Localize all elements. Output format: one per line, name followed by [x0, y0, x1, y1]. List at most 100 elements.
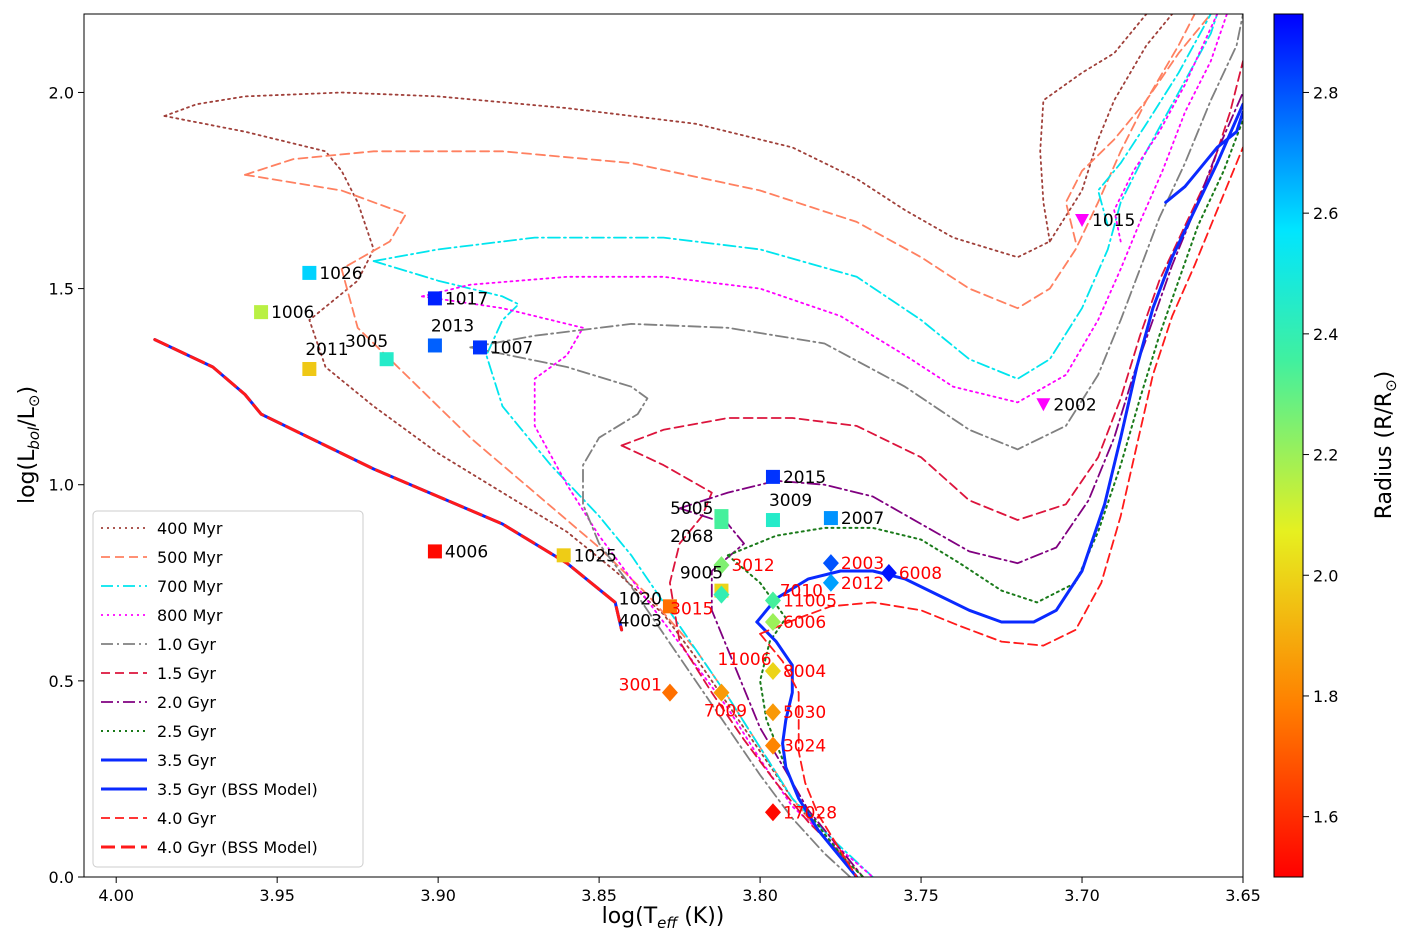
colorbar-tick-label: 1.8	[1313, 687, 1338, 706]
x-tick-label: 3.90	[420, 886, 456, 905]
star-label-2068: 2068	[670, 527, 713, 547]
curve-700-myr-6	[372, 14, 1219, 380]
star-label-3001: 3001	[619, 676, 662, 696]
curve-1-5-gyr-14	[620, 60, 1243, 521]
star-label-2015: 2015	[783, 468, 826, 488]
star-marker-8004	[764, 662, 781, 681]
star-marker-5030	[764, 703, 781, 722]
star-label-11005: 11005	[783, 591, 837, 611]
star-label-3012: 3012	[731, 556, 774, 576]
colorbar-tick-label: 2.0	[1313, 566, 1338, 585]
curve-branch-22	[1164, 110, 1243, 204]
star-marker-1007	[472, 340, 487, 355]
y-axis-label: log(Lbol/L⊙)	[15, 386, 43, 504]
curve-1-0-gyr-12	[469, 14, 1243, 451]
curve-4-0-gyr-bss-model-26	[153, 338, 624, 632]
curve-2-5-gyr-18	[726, 118, 1243, 604]
star-marker-1015	[1075, 213, 1090, 227]
star-marker-6008	[880, 563, 897, 582]
y-axis-ticks: 0.0 0.5 1.0 1.5 2.0	[49, 83, 84, 887]
star-marker-6006	[764, 613, 781, 632]
isochrone-curves	[153, 14, 1243, 877]
x-tick-label: 3.85	[581, 886, 617, 905]
colorbar-tick-label: 2.4	[1313, 325, 1338, 344]
curve-400-myr-1	[163, 115, 858, 877]
star-label-1025: 1025	[574, 546, 617, 566]
colorbar-tick-label: 2.8	[1313, 83, 1338, 102]
curve-1-0-gyr-13	[469, 346, 852, 877]
x-tick-label: 3.65	[1225, 886, 1261, 905]
legend-entry-label: 1.0 Gyr	[157, 635, 216, 654]
star-marker-11005	[764, 591, 781, 610]
star-marker-3005	[379, 352, 394, 367]
y-tick-label: 0.0	[49, 868, 74, 887]
colorbar-label: Radius (R/R⊙)	[1372, 371, 1400, 520]
curve-400-myr-0	[163, 14, 1174, 259]
legend-entry-label: 3.5 Gyr	[157, 751, 216, 770]
curve-2-0-gyr-17	[678, 507, 864, 877]
star-marker-2003	[822, 554, 839, 573]
star-marker-3015	[713, 585, 730, 604]
star-label-2002: 2002	[1053, 395, 1096, 415]
curve-4-0-gyr-25	[759, 632, 858, 877]
star-marker-2002	[1036, 398, 1051, 412]
star-marker-1017	[427, 291, 442, 306]
x-tick-label: 4.00	[98, 886, 134, 905]
curve-500-myr-3	[244, 14, 1196, 310]
y-tick-label: 2.0	[49, 83, 74, 102]
legend-entry-label: 800 Myr	[157, 606, 223, 625]
star-markers	[254, 213, 1090, 822]
star-label-3005: 3005	[345, 332, 388, 352]
colorbar-tick-label: 1.6	[1313, 808, 1338, 827]
star-marker-4006	[427, 544, 442, 559]
legend-entry-label: 4.0 Gyr	[157, 809, 216, 828]
legend: 400 Myr 500 Myr 700 Myr 800 Myr 1.0 Gyr 1.5 G…	[92, 510, 364, 868]
curve-4-0-gyr-24	[759, 146, 1243, 647]
legend-entry-label: 500 Myr	[157, 548, 223, 567]
star-marker-1026	[302, 265, 317, 280]
star-marker-1025	[556, 548, 571, 563]
star-label-6008: 6008	[899, 564, 942, 584]
star-label-11006: 11006	[717, 650, 771, 670]
curve-700-myr-7	[372, 260, 874, 877]
plot-frame	[83, 13, 1244, 878]
star-label-3015: 3015	[670, 600, 713, 620]
star-label-9005: 9005	[680, 564, 723, 584]
legend-entry-label: 2.5 Gyr	[157, 722, 216, 741]
star-label-5005: 5005	[670, 499, 713, 519]
colorbar-tick-label: 2.6	[1313, 204, 1338, 223]
curve-branch-2	[1039, 14, 1148, 243]
star-label-1020: 1020	[619, 589, 662, 609]
colorbar-gradient	[1273, 13, 1304, 878]
star-label-2011: 2011	[305, 340, 348, 360]
legend-entry-label: 2.0 Gyr	[157, 693, 216, 712]
legend-box	[92, 510, 364, 868]
star-label-5030: 5030	[783, 703, 826, 723]
curve-1-5-gyr-15	[620, 444, 858, 877]
curve-3-5-gyr-20	[755, 102, 1243, 624]
x-tick-label: 3.70	[1064, 886, 1100, 905]
star-label-1006: 1006	[271, 303, 314, 323]
star-label-2013: 2013	[431, 316, 474, 336]
star-label-17028: 17028	[783, 803, 837, 823]
star-label-4006: 4006	[445, 542, 488, 562]
star-label-1015: 1015	[1092, 211, 1135, 231]
star-label-1017: 1017	[445, 289, 488, 309]
curve-2-0-gyr-16	[678, 91, 1243, 565]
star-marker-3012	[713, 556, 730, 575]
legend-entry-label: 700 Myr	[157, 577, 223, 596]
colorbar-tick-label: 2.2	[1313, 446, 1338, 465]
x-tick-label: 3.80	[742, 886, 778, 905]
star-marker-3024	[764, 736, 781, 755]
star-marker-2013	[427, 338, 442, 353]
legend-entry-label: 1.5 Gyr	[157, 664, 216, 683]
x-tick-label: 3.95	[259, 886, 295, 905]
star-marker-2068	[714, 514, 729, 529]
colorbar: 1.6 1.8 2.0 2.2 2.4 2.6 2.8	[1273, 13, 1338, 878]
star-label-1026: 1026	[319, 264, 362, 284]
star-marker-2012	[822, 573, 839, 592]
star-label-3009: 3009	[769, 491, 812, 511]
curve-branch-8	[1097, 14, 1212, 227]
